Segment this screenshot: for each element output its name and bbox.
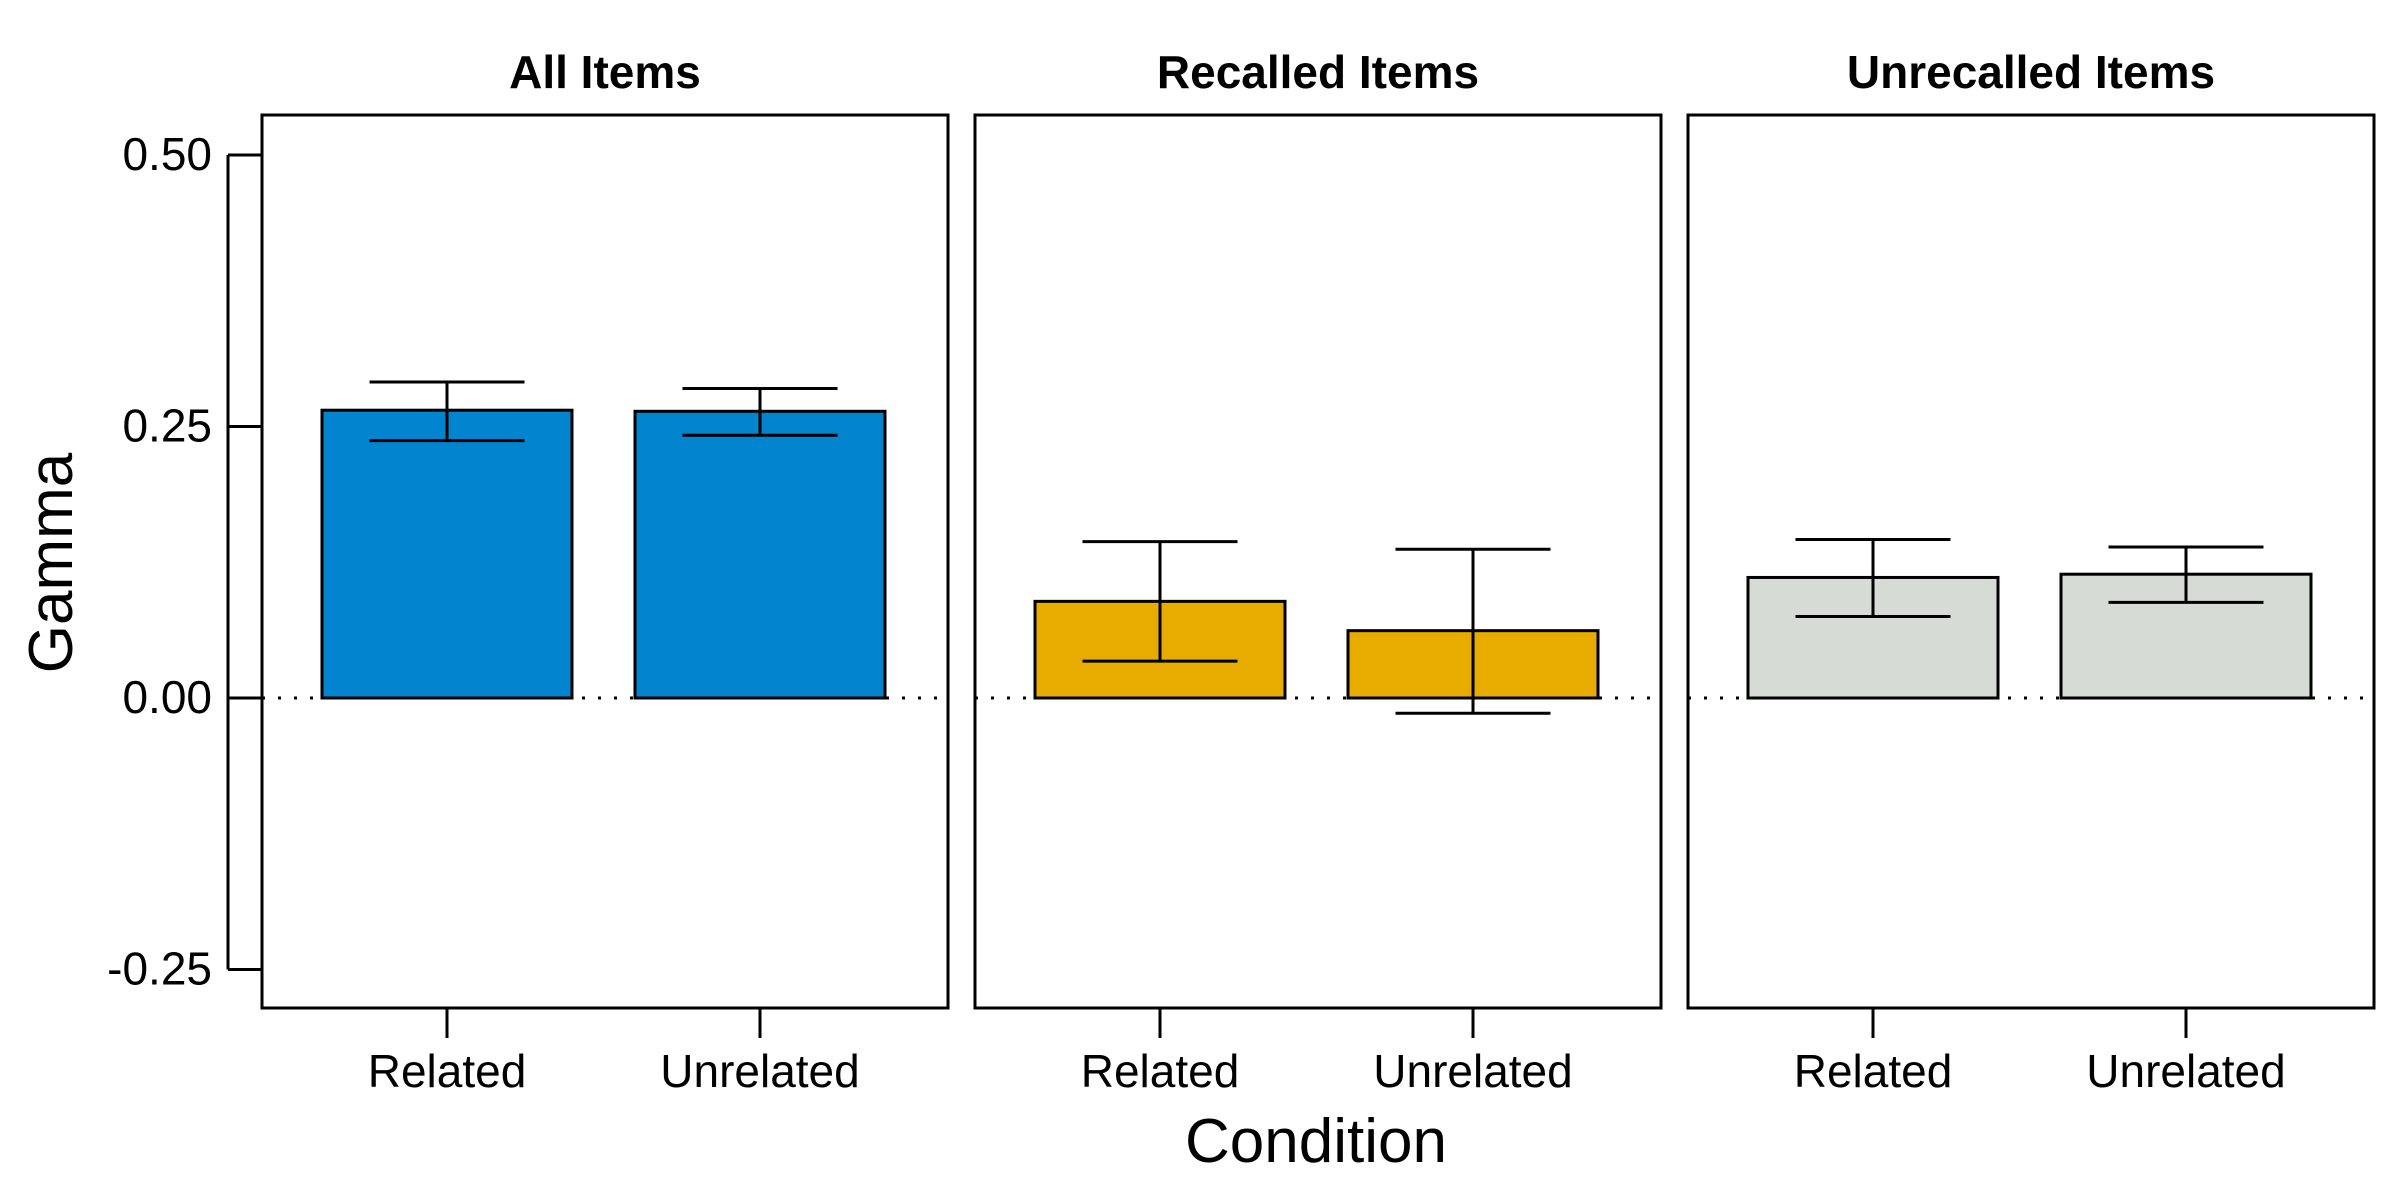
panel-1: All Items Related Unrelated bbox=[260, 46, 950, 1097]
panel-3: Unrecalled Items Related Unrelated bbox=[1686, 46, 2376, 1097]
y-tick-label: 0.25 bbox=[122, 400, 212, 452]
bar-related bbox=[320, 408, 574, 700]
y-axis-label: Gamma bbox=[17, 452, 86, 673]
y-tick-label: -0.25 bbox=[107, 943, 212, 995]
x-tick-label: Unrelated bbox=[2086, 1045, 2285, 1097]
panel-frame bbox=[1686, 113, 2376, 1010]
y-tick-label: 0.50 bbox=[122, 128, 212, 180]
bar-unrelated bbox=[633, 409, 887, 700]
panel-title: Unrecalled Items bbox=[1847, 46, 2215, 98]
x-tick-label: Related bbox=[368, 1045, 527, 1097]
panel-frame bbox=[973, 113, 1663, 1010]
panel-title: Recalled Items bbox=[1157, 46, 1479, 98]
x-tick-label: Unrelated bbox=[1373, 1045, 1572, 1097]
x-tick-label: Related bbox=[1081, 1045, 1240, 1097]
panel-2: Recalled Items Related Unrelated bbox=[973, 46, 1663, 1097]
y-axis: -0.25 0.00 0.25 0.50 bbox=[107, 128, 262, 995]
panel-title: All Items bbox=[509, 46, 701, 98]
x-tick-label: Related bbox=[1794, 1045, 1953, 1097]
x-tick-label: Unrelated bbox=[660, 1045, 859, 1097]
y-tick-label: 0.00 bbox=[122, 671, 212, 723]
panel-frame bbox=[260, 113, 950, 1010]
x-axis-label: Condition bbox=[1185, 1107, 1447, 1176]
